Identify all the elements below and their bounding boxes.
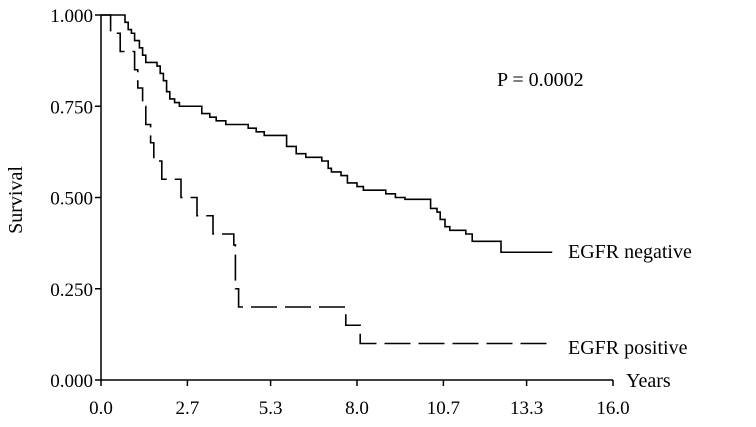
x-tick-label: 10.7 [427, 398, 460, 419]
y-tick-label: 0.750 [50, 97, 93, 118]
series-line-egfr-positive [101, 14, 553, 345]
y-tick-label: 0.000 [50, 371, 93, 392]
x-tick-label: 2.7 [176, 398, 200, 419]
series-label-egfr-positive: EGFR positive [568, 337, 688, 359]
x-tick-label: 8.0 [345, 398, 369, 419]
x-axis-title: Years [626, 370, 671, 392]
y-tick-label: 0.250 [50, 280, 93, 301]
y-axis-title: Survival [5, 166, 27, 234]
x-tick-label: 5.3 [259, 398, 283, 419]
y-tick-label: 1.000 [50, 6, 93, 27]
p-value-annotation: P = 0.0002 [497, 69, 584, 91]
y-tick-label: 0.500 [50, 189, 93, 210]
x-ticks: 0.0 2.7 5.3 8.0 10.7 13.3 16.0 [89, 380, 630, 419]
y-ticks: 0.000 0.250 0.500 0.750 1.000 [50, 6, 101, 392]
series-line-egfr-negative [101, 14, 553, 254]
series-layer [101, 14, 553, 345]
x-tick-label: 0.0 [89, 398, 113, 419]
series-label-egfr-negative: EGFR negative [568, 241, 692, 263]
x-tick-label: 13.3 [510, 398, 543, 419]
x-tick-label: 16.0 [596, 398, 629, 419]
